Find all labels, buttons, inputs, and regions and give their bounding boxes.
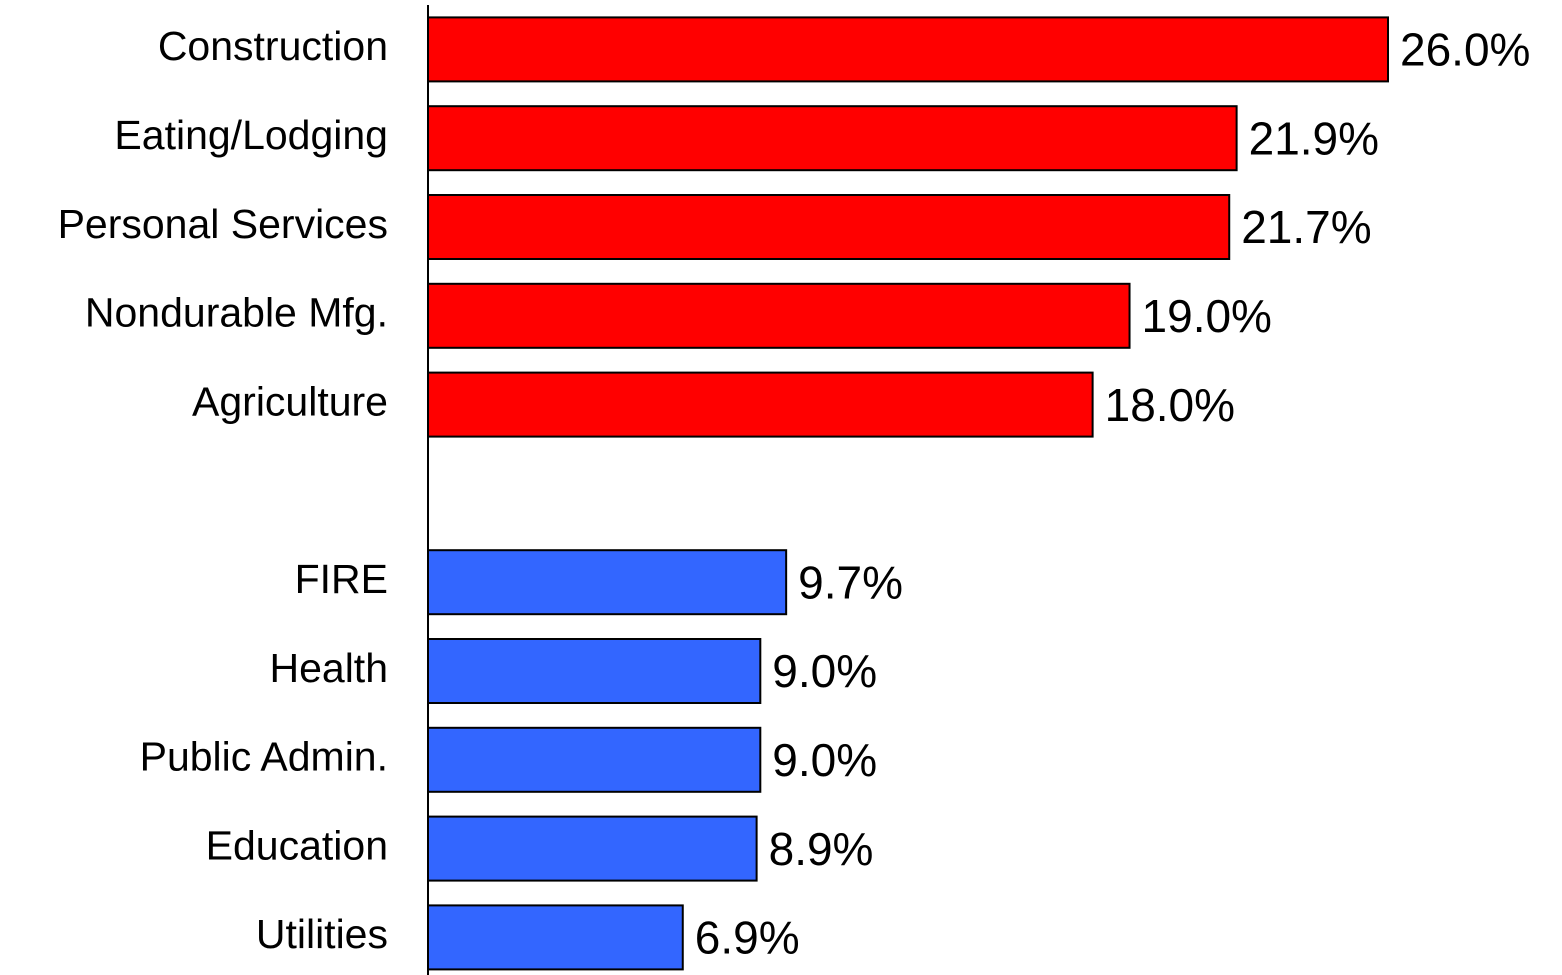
value-label: 9.0% <box>772 734 877 786</box>
bar <box>427 282 1131 349</box>
bar <box>427 549 788 616</box>
category-label: Education <box>206 822 388 868</box>
bar <box>427 726 762 793</box>
category-label: Eating/Lodging <box>114 112 388 158</box>
category-label: Health <box>269 645 388 691</box>
value-label: 21.7% <box>1241 201 1371 253</box>
bar <box>427 105 1238 172</box>
value-label: 9.7% <box>798 556 903 608</box>
value-label: 6.9% <box>695 912 800 964</box>
bar <box>427 16 1389 83</box>
category-label: Nondurable Mfg. <box>85 290 388 336</box>
value-label: 8.9% <box>769 823 874 875</box>
category-label: FIRE <box>295 556 388 602</box>
value-label: 19.0% <box>1142 290 1272 342</box>
category-label: Public Admin. <box>140 734 388 780</box>
bar <box>427 638 762 704</box>
category-label: Agriculture <box>192 378 388 424</box>
category-label: Utilities <box>256 911 388 957</box>
value-label: 9.0% <box>772 645 877 697</box>
value-label: 21.9% <box>1249 112 1379 164</box>
category-label: Personal Services <box>58 201 388 247</box>
bar <box>427 815 758 882</box>
bar <box>427 904 684 971</box>
value-label: 18.0% <box>1105 379 1235 431</box>
value-label: 26.0% <box>1400 24 1530 76</box>
bar <box>427 194 1231 260</box>
category-label: Construction <box>158 23 388 69</box>
bar <box>427 371 1094 438</box>
